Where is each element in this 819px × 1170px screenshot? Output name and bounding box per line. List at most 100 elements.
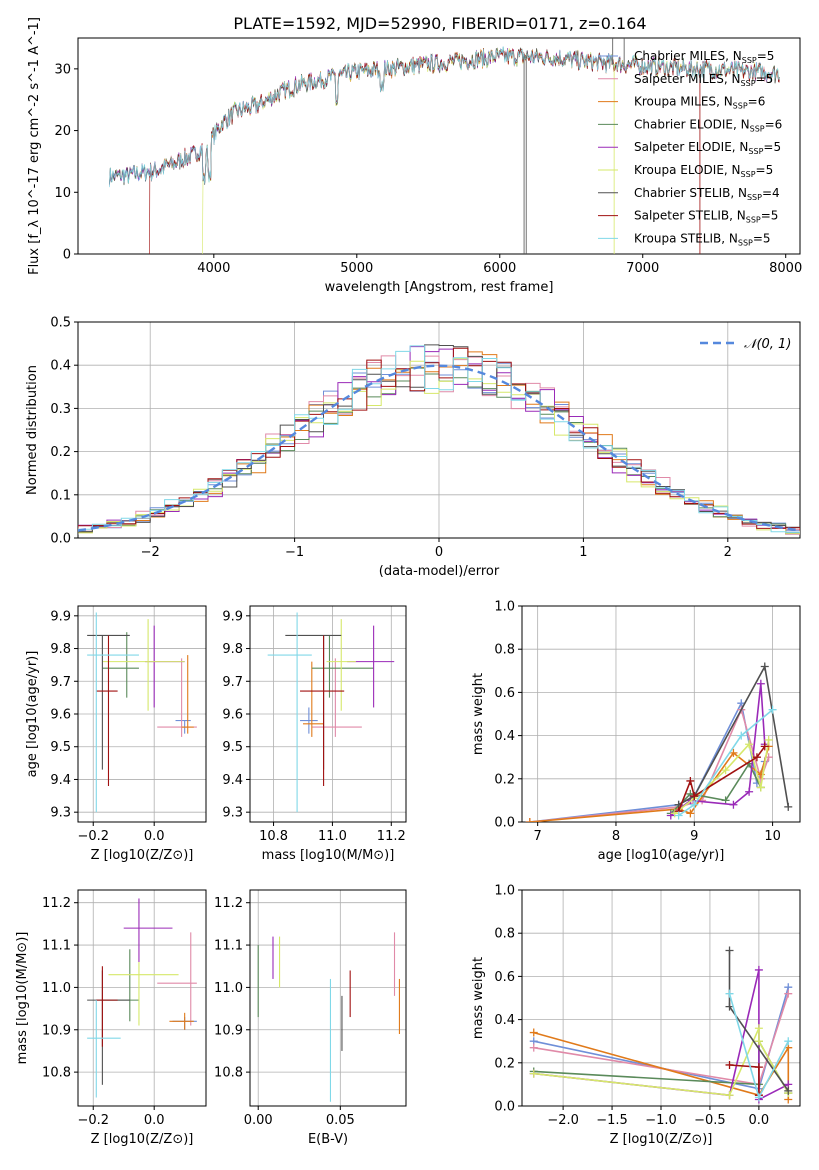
legend-entry: Kroupa MILES, NSSP=6: [634, 95, 765, 111]
legend-entry: Salpeter ELODIE, NSSP=5: [634, 140, 781, 156]
legend-nssp: 6: [758, 95, 766, 109]
weight-marker: [686, 776, 695, 785]
x-tick-label: 0.0: [144, 829, 165, 844]
weight-marker: [721, 766, 730, 775]
legend-eq: =: [757, 49, 767, 63]
y-tick-label: 9.9: [50, 609, 71, 624]
y-tick-label: 0.3: [50, 402, 71, 417]
y-tick-label: 30: [54, 62, 71, 77]
mass-vs-EBV-frame: [249, 889, 407, 1107]
weight-marker: [760, 742, 769, 751]
y-tick-label: 11.2: [42, 896, 71, 911]
x-tick-label: 0.05: [326, 1113, 355, 1128]
y-tick-label: 11.0: [42, 981, 71, 996]
x-tick-label: 0.0: [144, 1113, 165, 1128]
x-tick-label: 8: [612, 829, 620, 844]
y-tick-label: 1.0: [494, 884, 515, 899]
weight-marker: [754, 1093, 763, 1102]
x-tick-label: 0.00: [244, 1113, 273, 1128]
legend-sub: SSP: [747, 193, 762, 202]
y-tick-label: 11.0: [214, 981, 243, 996]
weight-marker: [754, 1063, 763, 1072]
spectrum-axes: 4000 5000 6000 7000 8000 0 10 20 30 wavelength [A…: [27, 17, 802, 295]
y-tick-label: 0.4: [50, 359, 71, 374]
weight-marker: [756, 679, 765, 688]
y-axis-label: mass weight: [471, 673, 486, 755]
y-axis-label: Flux [f_λ 10^-17 erg cm^-2 s^-1 A^-1]: [27, 17, 42, 275]
weight-marker: [725, 1060, 734, 1069]
legend-sub: SSP: [748, 147, 763, 156]
weight-marker: [784, 1037, 793, 1046]
mass-weight-vs-Z-marks: [529, 946, 793, 1104]
x-tick-label: 4000: [197, 261, 230, 276]
legend-name: Salpeter ELODIE: [634, 140, 732, 154]
legend-entry: Chabrier STELIB, NSSP=4: [634, 186, 780, 202]
legend-entry: 𝒩(0, 1): [744, 337, 791, 352]
x-tick-label: 10: [764, 829, 781, 844]
y-axis-label: age [log10(age/yr)]: [25, 651, 40, 778]
legend-prefix: , N: [730, 186, 747, 200]
x-tick-label: 5000: [340, 261, 373, 276]
age-vs-Z-axes: −0.2 0.0 9.3 9.4 9.5 9.6 9.7 9.8 9.9 Z [log10(Z/Z…: [25, 605, 207, 863]
legend-sub: SSP: [733, 102, 748, 111]
legend-sub: SSP: [742, 56, 757, 65]
mass-vs-EBV-marks: [257, 932, 400, 1102]
legend-name: Kroupa MILES: [634, 95, 716, 109]
y-tick-label: 10: [54, 186, 71, 201]
weight-marker: [737, 731, 746, 740]
x-tick-label: 11.2: [377, 829, 406, 844]
weight-line: [678, 664, 790, 808]
histogram-step: [78, 345, 800, 534]
normal-curve: [78, 364, 800, 532]
x-axis-label: Z [log10(Z/Z⊙)]: [91, 1132, 194, 1147]
legend-entry: Chabrier MILES, NSSP=5: [634, 49, 774, 65]
y-tick-label: 0.8: [494, 643, 515, 658]
legend-name: Salpeter STELIB: [634, 209, 729, 223]
weight-line: [674, 739, 770, 815]
mass-vs-Z-marks: [87, 898, 197, 1098]
x-axis-label: (data-model)/error: [379, 564, 500, 579]
residuals-marks: [78, 344, 800, 535]
weight-marker: [752, 753, 761, 762]
y-tick-label: 0.0: [50, 532, 71, 547]
weight-marker: [725, 989, 734, 998]
y-tick-label: 0.6: [494, 686, 515, 701]
legend-eq: =: [765, 117, 775, 131]
legend-nssp: 4: [772, 186, 780, 200]
weight-marker: [745, 740, 754, 749]
y-tick-label: 0: [63, 248, 71, 263]
legend-sub: SSP: [741, 170, 756, 179]
y-tick-label: 11.1: [214, 939, 243, 954]
legend-eq: =: [753, 231, 763, 245]
weight-line: [678, 709, 774, 817]
x-axis-label: Z [log10(Z/Z⊙)]: [610, 1132, 713, 1147]
x-tick-label: 8000: [769, 261, 802, 276]
weight-marker: [754, 965, 763, 974]
legend-name: Chabrier ELODIE: [634, 117, 733, 131]
weight-marker: [725, 1002, 734, 1011]
weight-marker: [784, 802, 793, 811]
mass-vs-EBV-axes: 0.00 0.05 10.8 10.9 11.0 11.1 11.2 E(B-V): [214, 889, 407, 1147]
weight-line: [533, 1031, 790, 1100]
x-tick-label: −0.2: [77, 1113, 109, 1128]
y-tick-label: 0.2: [50, 445, 71, 460]
weight-marker: [768, 705, 777, 714]
legend-nssp: 5: [773, 140, 781, 154]
legend-prefix: , N: [725, 49, 742, 63]
legend-nssp: 5: [766, 163, 774, 177]
age-vs-mass-axes: 10.8 11.0 11.2 9.3 9.4 9.5 9.6 9.7 9.8 9.9 mass [l…: [222, 605, 407, 863]
x-axis-label: wavelength [Angstrom, rest frame]: [325, 280, 554, 295]
x-tick-label: −1.0: [645, 1113, 677, 1128]
legend-name: Chabrier STELIB: [634, 186, 730, 200]
y-tick-label: 0.6: [494, 970, 515, 985]
x-axis-label: age [log10(age/yr)]: [598, 848, 725, 863]
residuals-axes: −2 −1 0 1 2 0.0 0.1 0.2 0.3 0.4 0.5 (data-model)/er…: [25, 316, 801, 579]
mass-weight-vs-age-axes: 7 8 9 10 0.0 0.2 0.4 0.6 0.8 1.0 age [log10(age/yr…: [471, 600, 801, 863]
y-tick-label: 20: [54, 124, 71, 139]
x-tick-label: 7: [534, 829, 542, 844]
legend-entry: Salpeter STELIB, NSSP=5: [634, 209, 778, 225]
weight-marker: [729, 748, 738, 757]
y-tick-label: 0.8: [494, 927, 515, 942]
y-tick-label: 0.4: [494, 1013, 515, 1028]
